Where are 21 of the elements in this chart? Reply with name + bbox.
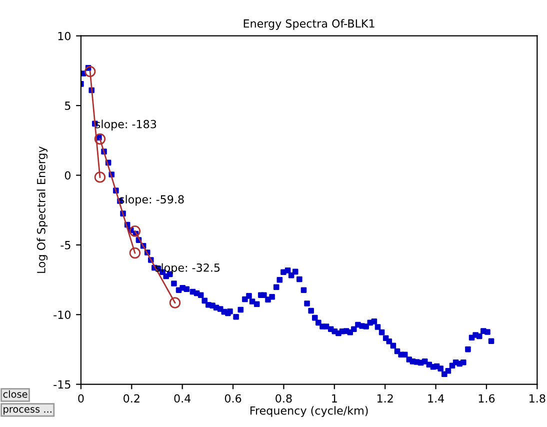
x-tick-label: 1 [332,394,337,402]
x-tick-label: 0.2 [124,394,140,403]
x-axis-title: Frequency (cycle/km) [250,406,368,417]
y-axis-title: Log Of Spectral Energy [36,146,48,273]
y-tick-label: 5 [65,102,70,110]
x-tick-label: 1.8 [530,394,546,403]
text: close [3,390,28,398]
x-tick-label: 1.2 [377,394,393,402]
x-tick-label: 0.4 [174,394,191,403]
y-tick-label: -10 [54,310,70,319]
x-tick-label: 1.4 [428,394,444,402]
x-tick-label: 0.8 [276,394,292,403]
x-tick-label: 0 [78,394,84,403]
x-tick-label: 1.6 [478,394,495,403]
text: process ... [4,407,52,415]
x-tick-label: 0.6 [224,394,242,403]
y-tick-label: 0 [64,171,70,180]
y-tick-label: 10 [58,32,70,40]
chart-title: Energy Spectra Of-BLK1 [244,19,374,30]
y-tick-label: -15 [54,380,70,389]
y-tick-label: -5 [60,241,70,250]
